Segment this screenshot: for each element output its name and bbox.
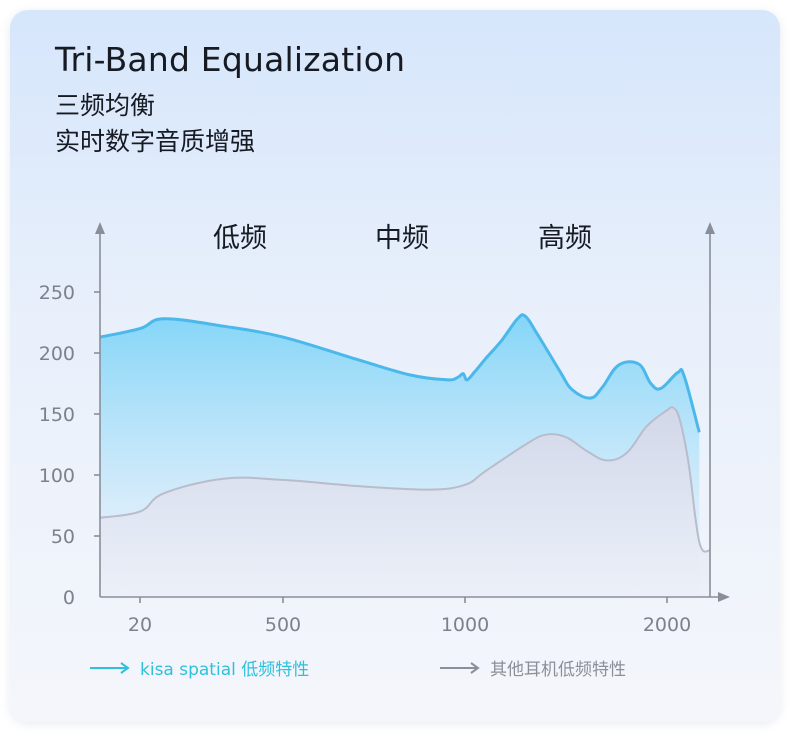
y-tick-label: 200	[39, 343, 75, 365]
x-axis	[100, 592, 730, 602]
band-label-mid: 中频	[375, 223, 429, 254]
x-tick-label: 1000	[441, 614, 489, 636]
y-tick-label: 0	[63, 587, 75, 609]
x-tick-label: 20	[128, 614, 152, 636]
y-ticks: 0 50 100 150 200 250	[39, 282, 100, 609]
x-tick-label: 500	[265, 614, 301, 636]
page-title: Tri-Band Equalization	[55, 40, 406, 79]
other-series-line	[99, 406, 711, 553]
legend-other: 其他耳机低频特性	[440, 655, 626, 680]
other-area	[100, 406, 710, 597]
kisa-series-line	[99, 313, 701, 433]
legend-kisa: kisa spatial 低频特性	[90, 655, 309, 680]
y-tick-label: 250	[39, 282, 75, 304]
y-tick-label: 150	[39, 404, 75, 426]
x-tick-label: 2000	[643, 614, 691, 636]
arrow-right-icon	[440, 661, 480, 674]
band-label-low: 低频	[213, 223, 267, 254]
band-label-high: 高频	[538, 223, 592, 254]
legend-kisa-label: kisa spatial 低频特性	[140, 660, 310, 680]
y-axis-right	[705, 222, 715, 597]
legend-other-label: 其他耳机低频特性	[490, 660, 626, 680]
subtitle-line-2: 实时数字音质增强	[55, 127, 256, 156]
subtitle-line-1: 三频均衡	[55, 91, 156, 120]
arrow-right-icon	[90, 661, 130, 674]
y-tick-label: 50	[51, 526, 75, 548]
y-tick-label: 100	[39, 465, 75, 487]
x-ticks: 20 500 1000 2000	[128, 597, 691, 636]
